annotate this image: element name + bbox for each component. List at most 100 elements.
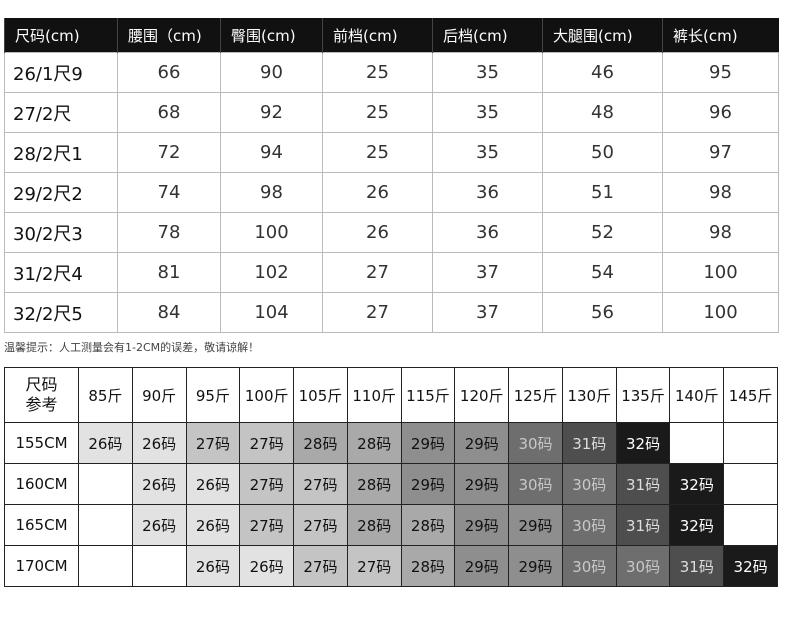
- header-cell: 尺码(cm): [4, 18, 118, 53]
- weight-header: 115斤: [400, 367, 456, 423]
- weight-header: 145斤: [723, 367, 778, 423]
- size-recommendation-cell: 30码: [615, 545, 671, 587]
- size-cell: 27/2尺: [4, 92, 118, 133]
- size-reference-table: 尺码 参考 85斤 90斤 95斤 100斤 105斤 110斤 115斤 120斤 125斤 13…: [4, 367, 778, 587]
- size-cell: 26/1尺9: [4, 52, 118, 93]
- measurement-cell: 68: [117, 92, 221, 133]
- weight-header: 95斤: [185, 367, 241, 423]
- size-recommendation-cell: 27码: [239, 504, 295, 546]
- header-cell: 臀围(cm): [220, 18, 323, 53]
- size-recommendation-cell: [669, 422, 725, 464]
- table-row: 28/2尺1 72 94 25 35 50 97: [4, 132, 779, 173]
- size-recommendation-cell: 27码: [346, 545, 402, 587]
- size-recommendation-cell: 29码: [454, 545, 510, 587]
- measurement-cell: 27: [322, 292, 433, 333]
- measurement-cell: 36: [432, 212, 543, 253]
- measurement-cell: 25: [322, 132, 433, 173]
- size-recommendation-cell: 31码: [615, 463, 671, 505]
- size-recommendation-cell: 26码: [131, 504, 187, 546]
- measurement-cell: 54: [542, 252, 663, 293]
- measurement-cell: 98: [220, 172, 323, 213]
- measurement-cell: 35: [432, 132, 543, 173]
- size-cell: 31/2尺4: [4, 252, 118, 293]
- size-cell: 28/2尺1: [4, 132, 118, 173]
- measurement-cell: 98: [662, 212, 779, 253]
- measurement-cell: 48: [542, 92, 663, 133]
- size-recommendation-cell: 26码: [185, 504, 241, 546]
- measurement-cell: 36: [432, 172, 543, 213]
- size-recommendation-cell: 31码: [615, 504, 671, 546]
- size-recommendation-cell: 26码: [185, 545, 241, 587]
- size-recommendation-cell: 29码: [508, 504, 563, 546]
- measurement-cell: 96: [662, 92, 779, 133]
- size-recommendation-cell: 28码: [400, 545, 456, 587]
- measurement-cell: 46: [542, 52, 663, 93]
- height-row: 165CM 26码 26码 27码 27码 28码 28码 29码 29码 30码 31码 32码: [4, 504, 778, 546]
- size-recommendation-cell: 27码: [239, 463, 295, 505]
- header-cell: 大腿围(cm): [542, 18, 663, 53]
- size-recommendation-cell: 28码: [400, 504, 456, 546]
- measurement-cell: 51: [542, 172, 663, 213]
- size-recommendation-cell: 27码: [293, 545, 348, 587]
- weight-header: 120斤: [454, 367, 510, 423]
- measurement-cell: 37: [432, 252, 543, 293]
- size-recommendation-cell: 29码: [454, 422, 510, 464]
- measurement-cell: 102: [220, 252, 323, 293]
- measurement-cell: 50: [542, 132, 663, 173]
- weight-header: 110斤: [346, 367, 402, 423]
- size-recommendation-cell: 29码: [400, 463, 456, 505]
- size-recommendation-cell: 28码: [346, 504, 402, 546]
- measurement-cell: 35: [432, 52, 543, 93]
- size-cell: 29/2尺2: [4, 172, 118, 213]
- measurement-cell: 66: [117, 52, 221, 93]
- height-label: 165CM: [4, 504, 79, 546]
- size-recommendation-cell: [723, 504, 778, 546]
- size-recommendation-cell: 26码: [239, 545, 295, 587]
- measurement-cell: 84: [117, 292, 221, 333]
- size-recommendation-cell: 27码: [239, 422, 295, 464]
- measurement-cell: 81: [117, 252, 221, 293]
- size-recommendation-cell: 26码: [185, 463, 241, 505]
- size-recommendation-cell: [78, 545, 133, 587]
- size-recommendation-cell: [78, 463, 133, 505]
- size-recommendation-cell: [723, 463, 778, 505]
- size-recommendation-cell: [78, 504, 133, 546]
- header-cell: 裤长(cm): [662, 18, 779, 53]
- measurement-cell: 95: [662, 52, 779, 93]
- size-recommendation-cell: 30码: [561, 545, 617, 587]
- measurement-cell: 74: [117, 172, 221, 213]
- size-table: 尺码(cm) 腰围（cm) 臀围(cm) 前档(cm) 后档(cm) 大腿围(cm) 裤长(…: [4, 18, 779, 333]
- measurement-cell: 25: [322, 92, 433, 133]
- table-row: 31/2尺4 81 102 27 37 54 100: [4, 252, 779, 293]
- weight-header: 125斤: [508, 367, 563, 423]
- measurement-cell: 92: [220, 92, 323, 133]
- size-recommendation-cell: 26码: [131, 422, 187, 464]
- size-recommendation-cell: 26码: [78, 422, 133, 464]
- measurement-cell: 35: [432, 92, 543, 133]
- size-recommendation-cell: 28码: [293, 422, 348, 464]
- measurement-cell: 90: [220, 52, 323, 93]
- size-cell: 30/2尺3: [4, 212, 118, 253]
- size-recommendation-cell: 28码: [346, 463, 402, 505]
- size-recommendation-cell: 29码: [508, 545, 563, 587]
- size-recommendation-cell: 29码: [454, 504, 510, 546]
- size-recommendation-cell: 30码: [508, 422, 563, 464]
- weight-header: 130斤: [561, 367, 617, 423]
- table-row: 27/2尺 68 92 25 35 48 96: [4, 92, 779, 133]
- height-label: 170CM: [4, 545, 79, 587]
- size-recommendation-cell: 32码: [669, 504, 725, 546]
- height-row: 170CM 26码 26码 27码 27码 28码 29码 29码 30码 30码 31码 32码: [4, 545, 778, 587]
- measurement-cell: 56: [542, 292, 663, 333]
- size-recommendation-cell: 31码: [561, 422, 617, 464]
- size-recommendation-cell: 27码: [185, 422, 241, 464]
- size-recommendation-cell: 27码: [293, 504, 348, 546]
- measurement-cell: 26: [322, 172, 433, 213]
- weight-header: 135斤: [615, 367, 671, 423]
- weight-header: 90斤: [131, 367, 187, 423]
- size-recommendation-cell: 27码: [293, 463, 348, 505]
- height-label: 155CM: [4, 422, 79, 464]
- size-recommendation-cell: [131, 545, 187, 587]
- size-recommendation-cell: 32码: [615, 422, 671, 464]
- measurement-cell: 27: [322, 252, 433, 293]
- size-recommendation-cell: [723, 422, 778, 464]
